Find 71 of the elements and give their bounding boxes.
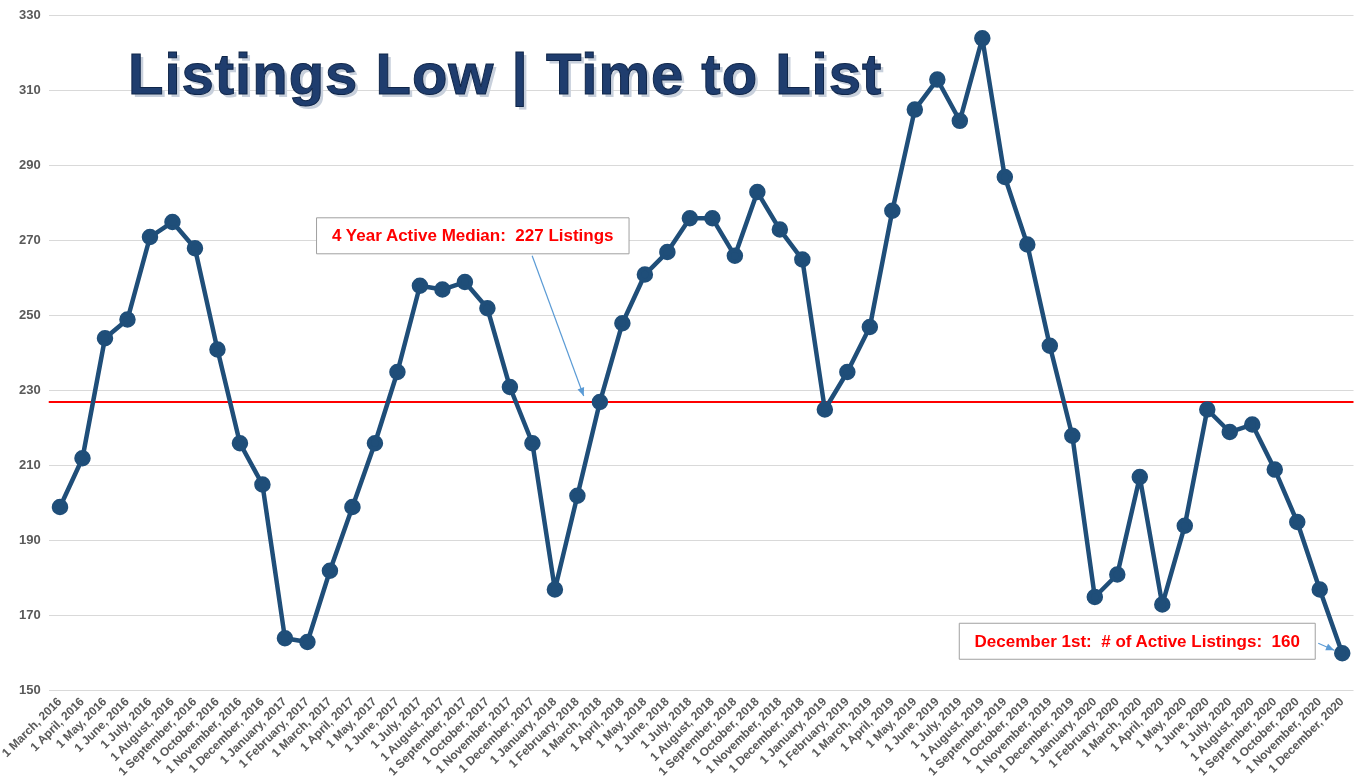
point [164,213,181,231]
point [51,498,69,516]
point [276,630,294,647]
point [951,112,969,130]
point [524,435,541,452]
point [929,71,946,88]
point [1244,416,1261,433]
point [1131,468,1149,486]
point [1019,236,1036,253]
y-tick-label: 230 [19,382,41,398]
point [231,435,249,452]
point [726,247,744,265]
point [254,476,271,493]
point [704,210,721,227]
point [861,318,879,336]
point [1064,427,1081,445]
y-tick-label: 210 [19,457,41,473]
point [884,202,901,220]
point [816,401,834,418]
point [1311,581,1329,598]
point [1199,401,1216,418]
point [74,450,91,467]
point [1041,337,1059,355]
point [186,240,204,257]
point [1334,645,1351,662]
annotation: December 1st: # of Active Listings: 160 [974,631,1300,651]
point [389,363,406,381]
point [1154,596,1171,613]
y-tick-label: 250 [19,307,41,323]
point [591,393,609,411]
point [321,562,339,580]
point [366,435,384,452]
point [501,378,519,396]
chart-title: Listings Low | Time to List [128,40,883,107]
point [456,273,474,291]
y-tick-label: 150 [19,682,41,698]
point [546,581,564,598]
point [906,101,924,118]
point [1109,566,1126,583]
point [974,30,991,47]
y-tick-label: 270 [19,232,41,248]
y-tick-label: 330 [19,7,41,23]
point [209,341,226,358]
point [771,221,789,238]
point [299,633,316,651]
point [344,498,361,516]
point [141,228,159,246]
point [636,266,654,283]
point [1221,423,1239,441]
point [1086,588,1104,606]
y-tick-label: 170 [19,607,41,623]
point [569,487,586,505]
point [794,251,811,268]
point [839,363,856,381]
point [479,300,496,317]
point [96,330,114,347]
point [659,243,676,261]
point [614,315,631,332]
point [1266,461,1284,478]
point [1176,517,1194,535]
point [1289,513,1306,531]
point [681,210,699,227]
ref-line-label: 4 Year Active Median: 227 Listings [332,226,614,246]
y-tick-label: 310 [19,82,41,98]
point [749,183,766,201]
point [119,311,136,328]
y-tick-label: 290 [19,157,41,173]
y-tick-label: 190 [19,532,41,548]
point [996,168,1014,186]
point [434,281,451,298]
point [411,277,429,295]
